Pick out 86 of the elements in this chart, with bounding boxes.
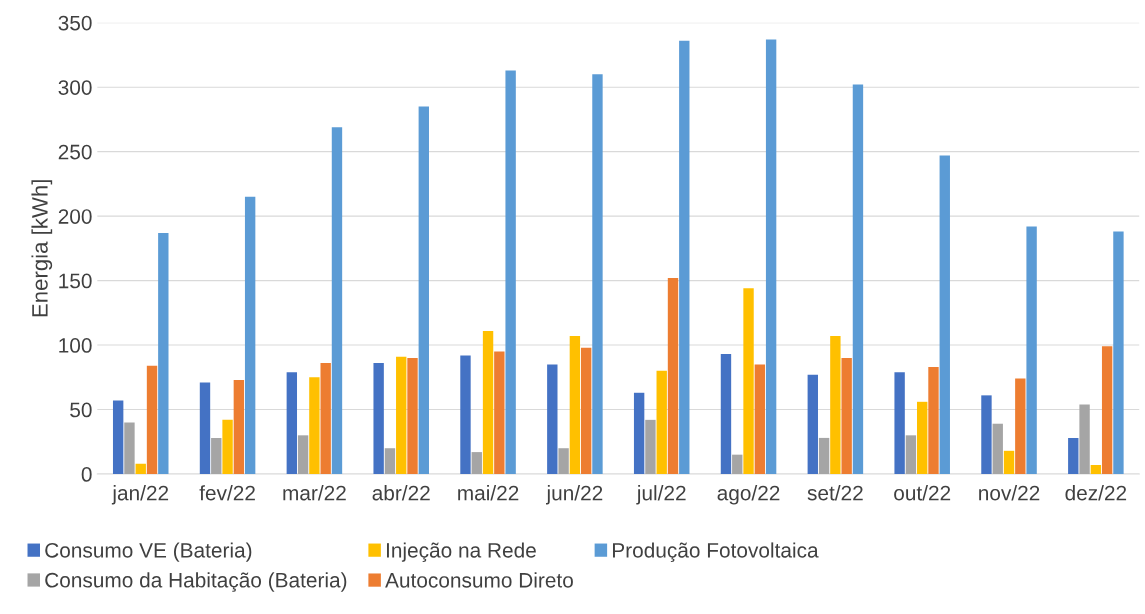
- bar: [917, 401, 928, 475]
- bar: [146, 365, 158, 475]
- x-tick-label: abr/22: [372, 485, 430, 501]
- y-tick-label: 50: [70, 402, 92, 418]
- legend-label: Autoconsumo Direto: [385, 572, 573, 588]
- bar: [297, 435, 309, 475]
- bar: [928, 366, 939, 475]
- bar: [373, 363, 384, 475]
- bar: [1026, 226, 1037, 475]
- bar: [396, 356, 407, 475]
- x-tick-label: out/22: [894, 485, 951, 501]
- x-tick-label: mar/22: [283, 485, 346, 501]
- y-tick-label: 100: [59, 338, 92, 353]
- bar: [667, 278, 679, 475]
- bar: [569, 336, 581, 475]
- bar: [1113, 231, 1124, 475]
- bar: [211, 437, 222, 475]
- y-tick-label: 0: [81, 467, 92, 482]
- x-tick-label: jan/22: [111, 485, 169, 505]
- bar: [309, 377, 320, 475]
- bar: [981, 395, 992, 475]
- legend-label: Produção Fotovoltaica: [613, 542, 819, 562]
- legend-label: Injeção na Rede: [386, 542, 536, 562]
- y-tick-label: 200: [58, 209, 92, 224]
- y-tick-label: 350: [58, 15, 92, 31]
- bar: [1003, 450, 1015, 475]
- legend-label: Consumo da Habitação (Bateria): [45, 572, 347, 592]
- bar: [1101, 346, 1113, 475]
- bar: [841, 357, 852, 475]
- bar: [765, 39, 777, 475]
- bar: [547, 364, 558, 475]
- bar: [158, 232, 169, 475]
- x-tick-label: ago/22: [717, 485, 780, 505]
- bar: [418, 106, 429, 475]
- bar: [558, 448, 569, 475]
- bar: [407, 357, 418, 475]
- bar: [331, 127, 343, 475]
- bar: [505, 70, 516, 475]
- y-tick-label: 150: [59, 273, 92, 289]
- bar: [743, 288, 754, 475]
- bar: [720, 354, 732, 475]
- bar: [112, 400, 124, 475]
- bar: [992, 423, 1003, 475]
- bar: [894, 372, 905, 475]
- bar: [580, 347, 592, 475]
- bar: [320, 363, 331, 475]
- bar: [645, 419, 656, 475]
- bar: [633, 392, 645, 475]
- x-tick-label: nov/22: [979, 485, 1040, 501]
- x-tick-label: dez/22: [1065, 485, 1127, 501]
- bar: [222, 419, 233, 475]
- bar: [482, 330, 494, 475]
- x-tick-label: jun/22: [546, 485, 603, 505]
- bar: [807, 374, 818, 475]
- bar: [1015, 378, 1026, 475]
- bar: [286, 372, 298, 475]
- bar: [384, 448, 396, 475]
- bar: [939, 155, 950, 475]
- x-tick-label: mai/22: [458, 485, 519, 501]
- y-axis-title: Energia [kWh]: [31, 180, 53, 317]
- bar: [1068, 437, 1079, 475]
- bar: [592, 74, 603, 475]
- bar: [471, 452, 482, 475]
- bar: [905, 435, 917, 475]
- bar: [135, 463, 146, 475]
- bar: [494, 351, 505, 475]
- legend-label: Consumo VE (Bateria): [45, 542, 252, 562]
- bar: [852, 84, 864, 475]
- bar: [199, 382, 211, 475]
- x-tick-label: fev/22: [199, 485, 255, 501]
- bar: [124, 422, 135, 475]
- bar: [732, 454, 743, 475]
- bar: [754, 364, 766, 475]
- bar: [233, 379, 245, 475]
- bar: [830, 336, 841, 475]
- y-tick-label: 250: [58, 144, 92, 160]
- bar: [679, 40, 690, 475]
- bar: [460, 355, 471, 475]
- x-tick-label: jul/22: [636, 485, 686, 505]
- x-tick-label: set/22: [807, 485, 863, 501]
- y-tick-label: 300: [58, 80, 92, 95]
- bar: [656, 370, 667, 475]
- bar: [818, 437, 830, 475]
- bar: [244, 196, 256, 475]
- bar: [1090, 464, 1102, 475]
- bar: [1079, 404, 1090, 475]
